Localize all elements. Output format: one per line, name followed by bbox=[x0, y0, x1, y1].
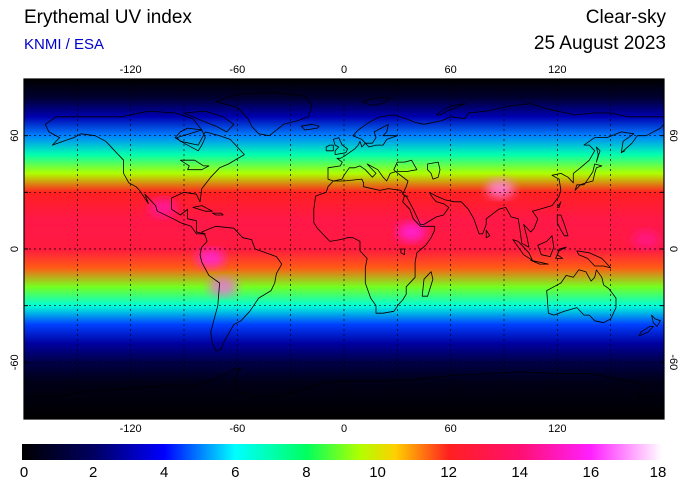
uv-hotspot-ethiopia bbox=[397, 223, 426, 241]
uv-hotspot-tibet bbox=[486, 179, 515, 198]
lon-label-bottom: 0 bbox=[341, 423, 347, 435]
lon-label-bottom: -60 bbox=[229, 423, 245, 435]
coastline-new-zealand-north bbox=[651, 314, 661, 327]
coastline-philippines bbox=[556, 214, 569, 237]
lat-label-right: -60 bbox=[667, 354, 679, 370]
lon-label-bottom: -120 bbox=[120, 423, 142, 435]
coastline-iceland bbox=[300, 123, 320, 131]
coastline-sakhalin bbox=[596, 146, 601, 163]
uv-hotspot-mexico bbox=[148, 198, 177, 217]
lat-label-right: 0 bbox=[667, 246, 679, 252]
lat-label-left: 0 bbox=[9, 246, 21, 252]
coastlines bbox=[24, 91, 664, 419]
coastline-ireland bbox=[325, 144, 334, 152]
sky-condition-label: Clear-sky bbox=[585, 7, 666, 28]
coastline-kamchatka-closure bbox=[620, 150, 626, 154]
colorbar-label: 0 bbox=[19, 464, 29, 481]
colorbar-label: 12 bbox=[440, 464, 457, 481]
coastline-great-britain bbox=[332, 137, 348, 155]
lat-label-left: -60 bbox=[9, 354, 21, 370]
uv-hotspot-andes-south bbox=[209, 277, 238, 296]
lat-label-right: 60 bbox=[667, 130, 679, 142]
uv-index-map: -120 -120 -60 -60 0 0 60 60 120 120 60 60 0 0 -60 -60 bbox=[9, 64, 679, 435]
colorbar-label: 10 bbox=[369, 464, 386, 481]
map-title: Erythemal UV index bbox=[24, 7, 192, 28]
coastline-eurasia bbox=[327, 103, 664, 248]
coastline-cuba bbox=[192, 205, 213, 212]
uv-hotspot-pacific bbox=[632, 230, 661, 249]
data-source-label: KNMI / ESA bbox=[24, 36, 105, 53]
coastline-new-zealand-south bbox=[638, 326, 654, 337]
graticule bbox=[24, 79, 664, 419]
coastline-japan bbox=[574, 163, 603, 191]
coastline-sri-lanka bbox=[485, 229, 491, 239]
coastline-antarctica bbox=[24, 367, 664, 419]
coastline-south-america bbox=[199, 225, 283, 352]
uv-hotspot-andes-north bbox=[196, 249, 225, 268]
lat-label-left: 60 bbox=[9, 130, 21, 142]
coastline-greenland bbox=[215, 91, 313, 137]
colorbar-label: 6 bbox=[231, 464, 240, 481]
lon-label-top: 120 bbox=[548, 64, 566, 76]
map-ticks bbox=[24, 79, 664, 419]
coastline-novaya-zemlya bbox=[436, 103, 466, 116]
water-body-great-lakes bbox=[180, 159, 210, 171]
lon-label-bottom: 60 bbox=[445, 423, 457, 435]
coastline-hispaniola bbox=[212, 212, 224, 216]
coastline-australia bbox=[546, 269, 617, 324]
coastline-java bbox=[530, 259, 549, 265]
coastline-africa bbox=[313, 178, 436, 314]
water-body-hudson-bay bbox=[174, 127, 206, 152]
lon-label-top: 0 bbox=[341, 64, 347, 76]
coastline-svalbard bbox=[361, 97, 391, 106]
colorbar-label: 16 bbox=[582, 464, 600, 481]
colorbar-label: 8 bbox=[302, 464, 311, 481]
colorbar-label: 14 bbox=[511, 464, 529, 481]
water-body-victoria bbox=[400, 248, 405, 256]
coastline-sumatra bbox=[512, 239, 533, 261]
axis-labels: -120 -120 -60 -60 0 0 60 60 120 120 60 60 0 0 -60 -60 bbox=[9, 64, 679, 435]
colorbar-label: 2 bbox=[88, 464, 98, 481]
water-body-caspian bbox=[427, 161, 441, 180]
coastline-borneo bbox=[537, 235, 555, 257]
coastline-madagascar bbox=[421, 271, 434, 297]
lon-label-bottom: 120 bbox=[548, 423, 566, 435]
lon-label-top: -120 bbox=[120, 64, 142, 76]
uv-colorbar bbox=[22, 444, 662, 460]
lon-label-top: -60 bbox=[229, 64, 245, 76]
coastline-baffin bbox=[183, 110, 235, 133]
uv-hotspots bbox=[148, 179, 661, 296]
coastline-new-guinea bbox=[576, 250, 612, 269]
map-date: 25 August 2023 bbox=[533, 33, 666, 54]
colorbar-label: 18 bbox=[649, 464, 667, 481]
colorbar-label: 4 bbox=[160, 464, 169, 481]
coastline-taiwan bbox=[556, 201, 562, 208]
lon-label-top: 60 bbox=[445, 64, 457, 76]
water-body-black-sea bbox=[393, 159, 418, 172]
